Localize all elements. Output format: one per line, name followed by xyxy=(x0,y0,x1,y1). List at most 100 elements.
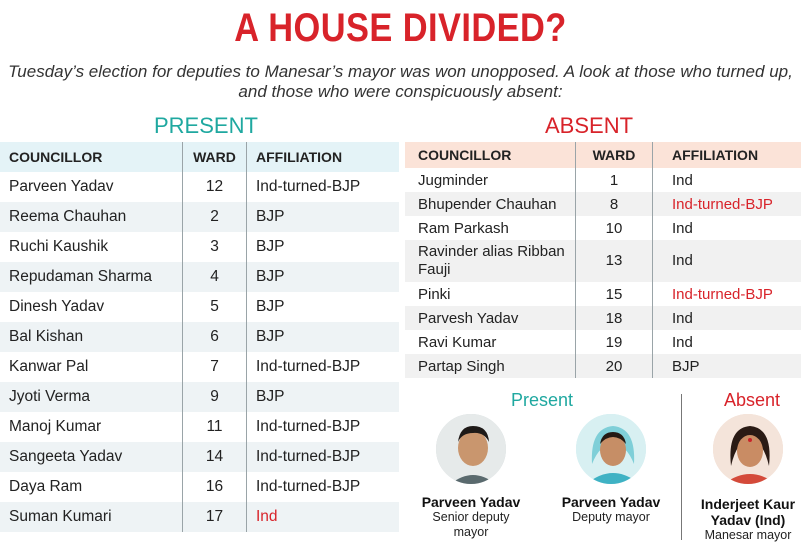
councillor-name: Jugminder xyxy=(418,171,489,189)
affiliation: Ind-turned-BJP xyxy=(672,195,773,213)
table-row: Reema Chauhan 2 BJP xyxy=(0,202,399,232)
affiliation: Ind-turned-BJP xyxy=(256,358,361,375)
absent-title: ABSENT xyxy=(545,113,634,138)
photo-absent-label: Absent xyxy=(724,390,781,410)
affiliation: BJP xyxy=(672,357,700,375)
ward-number: 7 xyxy=(182,352,247,382)
councillor-name: Repudaman Sharma xyxy=(9,268,153,285)
photo-divider xyxy=(681,394,682,540)
header-councillor: COUNCILLOR xyxy=(9,149,103,165)
table-row: Jugminder 1 Ind xyxy=(405,168,801,192)
table-row: Parveen Yadav 12 Ind-turned-BJP xyxy=(0,172,399,202)
affiliation: BJP xyxy=(256,388,285,405)
ward-number: 8 xyxy=(575,192,653,216)
councillor-name: Parveen Yadav xyxy=(9,178,114,195)
councillor-name: Bhupender Chauhan xyxy=(418,195,557,213)
intro-text: Tuesday’s election for deputies to Manes… xyxy=(8,62,793,101)
ward-number: 18 xyxy=(575,306,653,330)
ward-number: 14 xyxy=(182,442,247,472)
ward-number: 13 xyxy=(575,240,653,282)
affiliation: Ind xyxy=(672,252,693,269)
ward-number: 5 xyxy=(182,292,247,322)
councillor-name: Jyoti Verma xyxy=(9,388,90,405)
table-row: Ravinder alias Ribban Fauji 13 Ind xyxy=(405,240,801,282)
header-affiliation: AFFILIATION xyxy=(672,147,759,163)
headline: A HOUSE DIVIDED? xyxy=(234,6,567,50)
present-title: PRESENT xyxy=(154,113,258,138)
table-row: Jyoti Verma 9 BJP xyxy=(0,382,399,412)
header-ward: WARD xyxy=(182,142,247,172)
person-role: Manesar mayor xyxy=(704,528,792,542)
table-row: Bhupender Chauhan 8 Ind-turned-BJP xyxy=(405,192,801,216)
table-row: Kanwar Pal 7 Ind-turned-BJP xyxy=(0,352,399,382)
ward-number: 15 xyxy=(575,282,653,306)
ward-number: 16 xyxy=(182,472,247,502)
absent-table: COUNCILLOR WARD AFFILIATION Jugminder 1 … xyxy=(405,142,801,378)
councillor-name: Ram Parkash xyxy=(418,219,509,237)
person-name: Inderjeet Kaur Yadav (Ind) xyxy=(700,496,796,528)
councillor-name: Ravi Kumar xyxy=(418,333,497,351)
affiliation: BJP xyxy=(256,268,285,285)
present-table-header: COUNCILLOR WARD AFFILIATION xyxy=(0,142,399,172)
ward-number: 6 xyxy=(182,322,247,352)
affiliation: Ind-turned-BJP xyxy=(256,448,361,465)
affiliation: BJP xyxy=(256,298,285,315)
affiliation: BJP xyxy=(256,328,285,345)
header-affiliation: AFFILIATION xyxy=(256,149,343,165)
portrait-photo xyxy=(434,412,508,486)
affiliation: Ind-turned-BJP xyxy=(256,418,361,435)
present-table: COUNCILLOR WARD AFFILIATION Parveen Yada… xyxy=(0,142,399,532)
councillor-name: Bal Kishan xyxy=(9,328,84,345)
councillor-name: Kanwar Pal xyxy=(9,358,89,375)
table-row: Daya Ram 16 Ind-turned-BJP xyxy=(0,472,399,502)
table-row: Parvesh Yadav 18 Ind xyxy=(405,306,801,330)
table-row: Bal Kishan 6 BJP xyxy=(0,322,399,352)
ward-number: 10 xyxy=(575,216,653,240)
affiliation: BJP xyxy=(256,238,285,255)
councillor-name: Sangeeta Yadav xyxy=(9,448,123,465)
affiliation: Ind xyxy=(672,219,693,237)
ward-number: 20 xyxy=(575,354,653,378)
person-name: Parveen Yadav xyxy=(421,494,521,510)
table-row: Sangeeta Yadav 14 Ind-turned-BJP xyxy=(0,442,399,472)
table-row: Pinki 15 Ind-turned-BJP xyxy=(405,282,801,306)
ward-number: 17 xyxy=(182,502,247,532)
affiliation: Ind xyxy=(256,508,278,525)
councillor-name: Pinki xyxy=(418,285,451,303)
ward-number: 4 xyxy=(182,262,247,292)
councillor-name: Parvesh Yadav xyxy=(418,309,519,327)
person-name: Parveen Yadav xyxy=(561,494,661,510)
table-row: Ram Parkash 10 Ind xyxy=(405,216,801,240)
table-row: Dinesh Yadav 5 BJP xyxy=(0,292,399,322)
person-card: Inderjeet Kaur Yadav (Ind) Manesar mayor xyxy=(694,412,801,543)
councillor-name: Reema Chauhan xyxy=(9,208,127,225)
table-row: Manoj Kumar 11 Ind-turned-BJP xyxy=(0,412,399,442)
affiliation: Ind xyxy=(672,333,693,351)
councillor-name: Dinesh Yadav xyxy=(9,298,105,315)
photo-present-label: Present xyxy=(511,390,574,410)
councillor-name: Ravinder alias Ribban Fauji xyxy=(418,243,565,278)
affiliation: Ind-turned-BJP xyxy=(256,478,361,495)
ward-number: 3 xyxy=(182,232,247,262)
affiliation: Ind xyxy=(672,171,693,189)
table-row: Repudaman Sharma 4 BJP xyxy=(0,262,399,292)
ward-number: 11 xyxy=(182,412,247,442)
table-row: Suman Kumari 17 Ind xyxy=(0,502,399,532)
table-row: Partap Singh 20 BJP xyxy=(405,354,801,378)
affiliation: Ind-turned-BJP xyxy=(256,178,361,195)
portrait-photo xyxy=(711,412,785,486)
ward-number: 19 xyxy=(575,330,653,354)
affiliation: BJP xyxy=(256,208,285,225)
person-card: Parveen Yadav Deputy mayor xyxy=(556,412,666,525)
ward-number: 2 xyxy=(182,202,247,232)
councillor-name: Ruchi Kaushik xyxy=(9,238,109,255)
affiliation: Ind-turned-BJP xyxy=(672,285,773,303)
ward-number: 1 xyxy=(575,168,653,192)
councillor-name: Partap Singh xyxy=(418,357,505,375)
ward-number: 12 xyxy=(182,172,247,202)
ward-number: 9 xyxy=(182,382,247,412)
table-row: Ruchi Kaushik 3 BJP xyxy=(0,232,399,262)
person-role: Deputy mayor xyxy=(572,510,650,524)
header-ward: WARD xyxy=(575,142,653,168)
